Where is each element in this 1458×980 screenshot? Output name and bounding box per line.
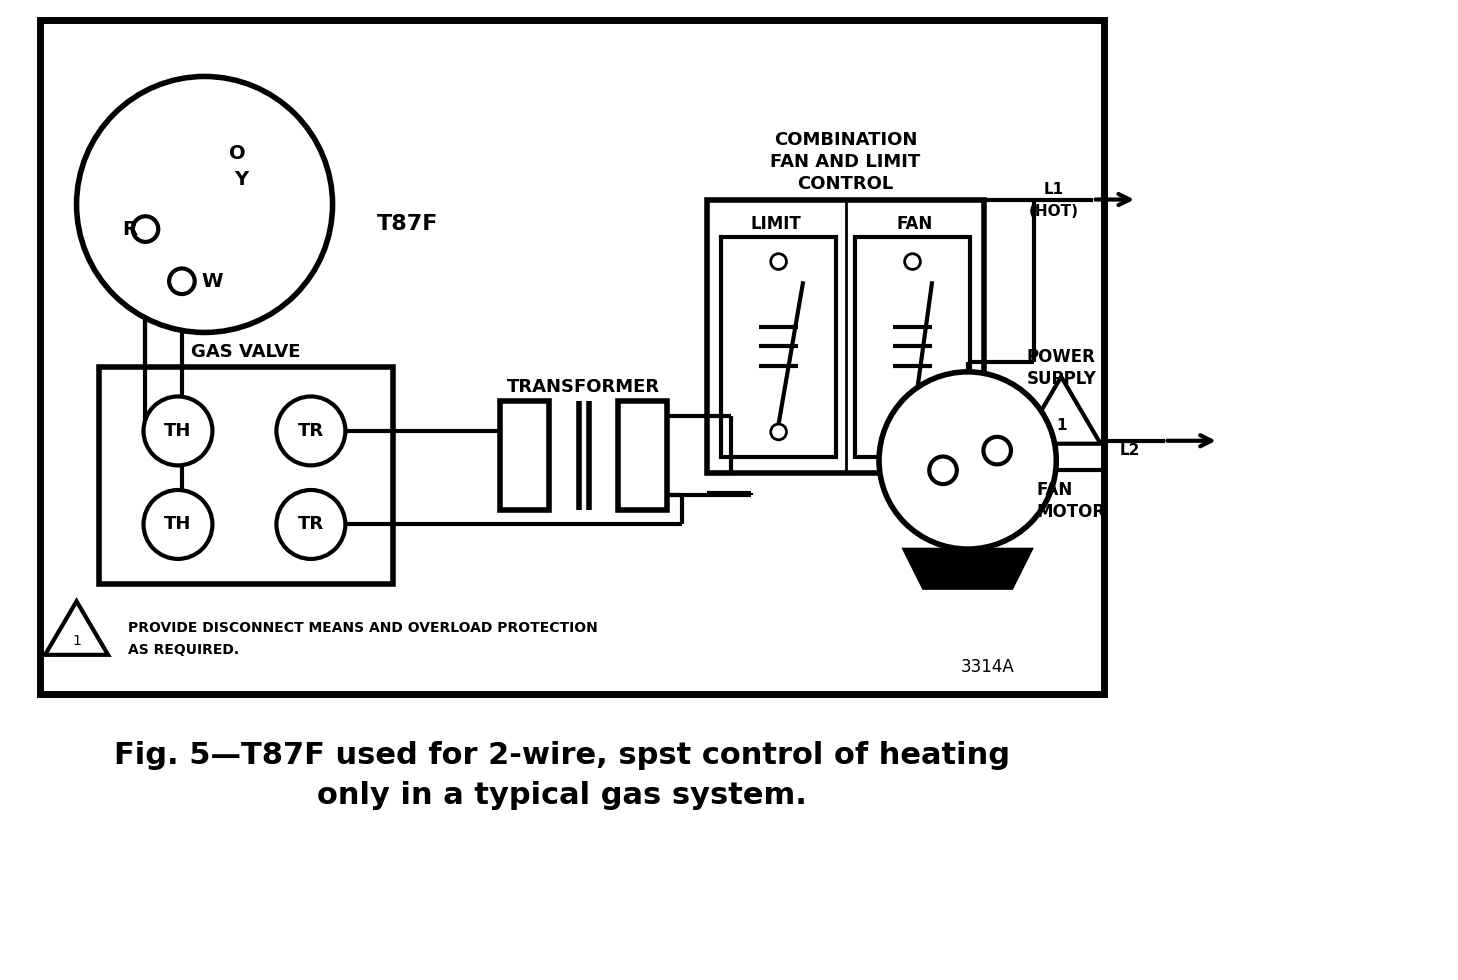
Text: FAN: FAN	[897, 216, 933, 233]
Text: POWER: POWER	[1026, 348, 1095, 367]
Text: TRANSFORMER: TRANSFORMER	[507, 377, 660, 396]
Text: GAS VALVE: GAS VALVE	[191, 343, 300, 362]
Text: PROVIDE DISCONNECT MEANS AND OVERLOAD PROTECTION: PROVIDE DISCONNECT MEANS AND OVERLOAD PR…	[128, 621, 598, 635]
Text: AS REQUIRED.: AS REQUIRED.	[128, 644, 239, 658]
Circle shape	[904, 254, 920, 270]
Text: 1: 1	[1056, 418, 1066, 433]
Circle shape	[143, 397, 213, 466]
Polygon shape	[904, 549, 1032, 588]
Circle shape	[277, 397, 346, 466]
Bar	[856, 237, 970, 457]
Text: MOTOR: MOTOR	[1037, 503, 1105, 520]
Text: TH: TH	[165, 422, 191, 440]
Text: O: O	[229, 144, 245, 163]
Circle shape	[77, 76, 332, 332]
Circle shape	[143, 490, 213, 559]
Circle shape	[929, 457, 956, 484]
Circle shape	[904, 424, 920, 440]
Circle shape	[277, 490, 346, 559]
Text: FAN: FAN	[1037, 481, 1073, 499]
Text: CONTROL: CONTROL	[798, 174, 894, 193]
Text: L1: L1	[1044, 182, 1063, 197]
Text: TH: TH	[165, 515, 191, 533]
Text: FAN AND LIMIT: FAN AND LIMIT	[770, 153, 920, 172]
Text: (HOT): (HOT)	[1028, 204, 1079, 219]
Text: T87F: T87F	[376, 215, 439, 234]
Circle shape	[169, 269, 195, 294]
Text: SUPPLY: SUPPLY	[1026, 369, 1096, 388]
Text: Y: Y	[233, 171, 248, 189]
Bar	[500, 402, 550, 510]
Text: Fig. 5—T87F used for 2-wire, spst control of heating: Fig. 5—T87F used for 2-wire, spst contro…	[114, 741, 1010, 770]
Circle shape	[771, 254, 786, 270]
Bar	[707, 200, 984, 473]
Circle shape	[771, 424, 786, 440]
Text: L2: L2	[1120, 443, 1140, 458]
Bar	[722, 237, 835, 457]
Text: W: W	[201, 271, 223, 291]
Bar	[99, 367, 392, 583]
Text: LIMIT: LIMIT	[751, 216, 800, 233]
Text: R: R	[122, 220, 137, 238]
Text: only in a typical gas system.: only in a typical gas system.	[316, 781, 806, 809]
Circle shape	[133, 217, 159, 242]
Text: 1: 1	[71, 634, 82, 648]
Text: TR: TR	[297, 515, 324, 533]
Text: COMBINATION: COMBINATION	[774, 131, 917, 150]
Bar	[41, 21, 1104, 694]
Text: 3314A: 3314A	[961, 659, 1015, 676]
Bar	[618, 402, 668, 510]
Circle shape	[983, 437, 1010, 465]
Circle shape	[879, 371, 1056, 549]
Text: TR: TR	[297, 422, 324, 440]
